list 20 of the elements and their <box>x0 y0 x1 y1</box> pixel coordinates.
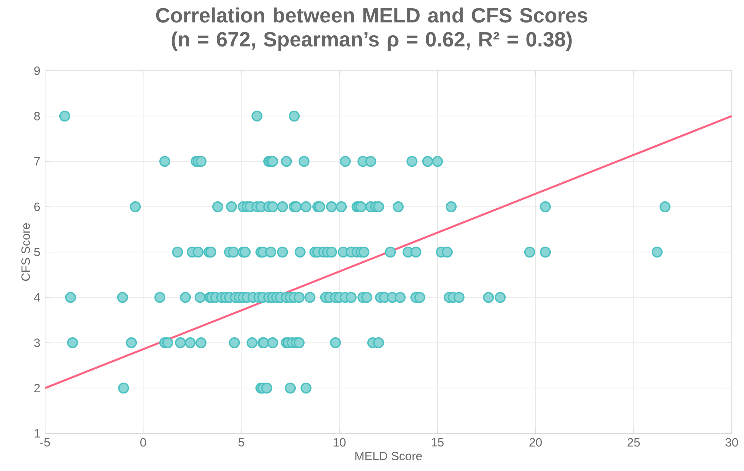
x-tick-label: 15 <box>432 438 444 447</box>
x-tick-label: 20 <box>530 438 542 447</box>
x-tick-label: 25 <box>628 438 640 447</box>
y-tick-label: 9 <box>34 66 40 76</box>
y-tick-label: 4 <box>34 294 40 302</box>
x-tick-label: 10 <box>334 438 346 447</box>
y-tick-label: 2 <box>34 384 40 393</box>
x-axis-title: MELD Score <box>356 452 422 461</box>
y-tick-label: 7 <box>34 158 40 166</box>
y-tick-label: 5 <box>34 248 40 257</box>
y-axis-title: CFS Score <box>22 224 30 282</box>
y-tick-label: 1 <box>34 430 40 438</box>
x-tick-label: 5 <box>238 438 244 447</box>
y-tick-label: 8 <box>34 112 40 121</box>
chart-title: Correlation between MELD and CFS Scores (n = 672, Spearman’s ρ = 0.62, R² = 0.38) <box>156 8 588 51</box>
x-tick-label: 30 <box>726 438 738 447</box>
x-tick-label: -5 <box>40 438 50 447</box>
y-tick-label: 3 <box>34 338 40 348</box>
x-tick-label: 0 <box>140 438 146 447</box>
y-tick-label: 6 <box>34 202 40 212</box>
